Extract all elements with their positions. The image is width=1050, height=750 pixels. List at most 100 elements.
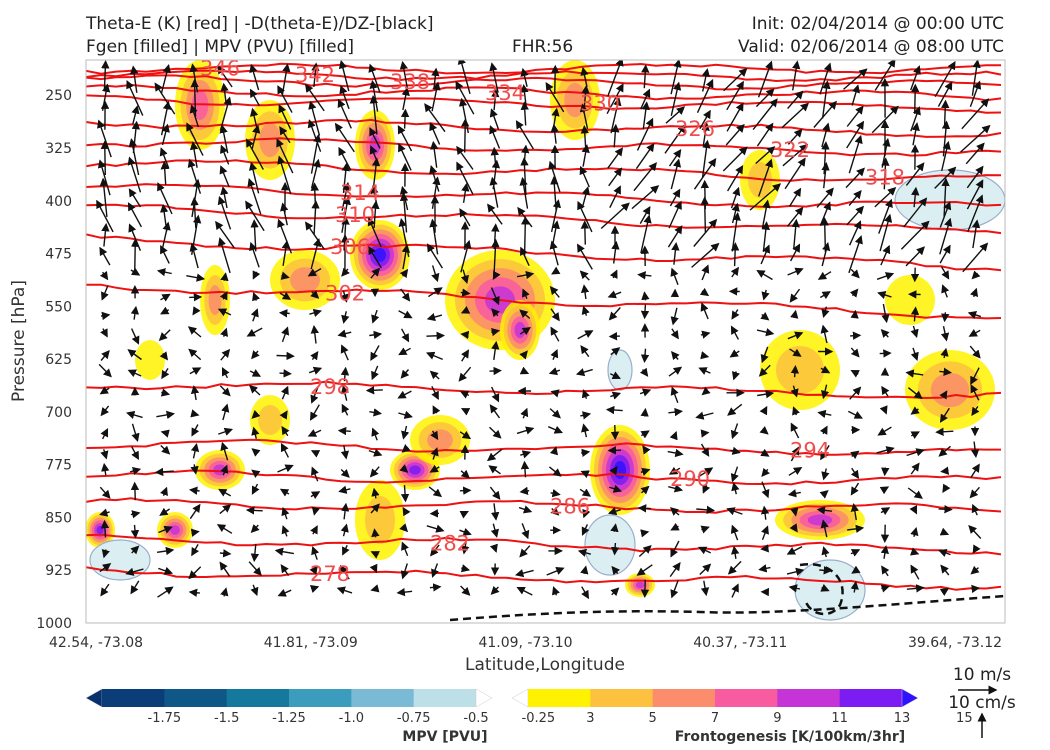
wind-vector (127, 349, 142, 361)
wind-vector (246, 327, 263, 337)
wind-vector (311, 466, 319, 482)
wind-vector (939, 587, 950, 597)
wind-vector (640, 529, 650, 538)
wind-vector (667, 448, 684, 458)
y-tick-label: 700 (45, 405, 72, 421)
wind-vector (126, 410, 143, 419)
forecast-hour: FHR:56 (512, 37, 574, 57)
wind-vector (341, 311, 350, 324)
wind-vector (971, 219, 981, 249)
wind-vector (911, 122, 920, 146)
wind-vector (546, 567, 565, 576)
wind-vector (670, 81, 682, 116)
theta-e-contour (86, 137, 1002, 157)
theta-e-contour-label: 286 (550, 495, 590, 519)
wind-vector (189, 242, 199, 269)
theta-e-contour (86, 566, 1002, 591)
wind-vector (518, 505, 533, 514)
wind-vector (637, 504, 651, 513)
wind-vector (400, 328, 410, 343)
wind-vector (130, 481, 140, 501)
wind-vector (611, 240, 620, 264)
wind-vector (752, 98, 778, 131)
wind-vector (190, 409, 200, 418)
wind-vector (970, 287, 979, 298)
wind-vector (99, 270, 109, 281)
wind-vector (670, 267, 679, 286)
mpv-fill (584, 514, 636, 576)
theta-e-contour (86, 283, 1002, 320)
wind-vector (188, 566, 202, 580)
wind-vector (608, 167, 623, 187)
wind-vector (397, 125, 413, 152)
theta-e-contour-label: 314 (340, 181, 380, 205)
wind-vector (640, 304, 650, 320)
fgen-fill (96, 525, 104, 535)
wind-vector (160, 160, 169, 186)
wind-vector (429, 218, 439, 255)
wind-vector (521, 288, 530, 299)
wind-vector (879, 405, 888, 415)
theta-e-contour (86, 69, 1002, 83)
wind-vector (218, 488, 232, 497)
wind-vector (970, 463, 980, 478)
wind-vector (371, 309, 380, 324)
wind-vector (281, 240, 290, 266)
wind-vector (723, 68, 748, 92)
wind-vector (340, 468, 350, 478)
wind-vector (161, 123, 170, 146)
wind-vector (338, 60, 350, 92)
wind-vector (935, 427, 954, 436)
wind-vector (850, 370, 860, 378)
wind-vector (340, 366, 350, 382)
wind-vector (759, 405, 768, 416)
wind-vector (276, 351, 295, 361)
wind-vector (369, 563, 378, 574)
wind-vector (722, 146, 748, 172)
wind-vector (579, 165, 590, 188)
wind-vector (730, 446, 741, 455)
wind-vector (821, 546, 830, 558)
wind-vector (101, 285, 109, 301)
wind-vector (367, 245, 382, 269)
wind-vector (792, 406, 800, 416)
wind-vector (341, 403, 350, 416)
wind-vector (157, 586, 174, 598)
vector-key-label-vertical: 10 cm/s (948, 693, 1016, 713)
wind-vector (758, 364, 771, 377)
wind-vector (813, 100, 838, 128)
wind-vector (371, 365, 379, 381)
wind-vector (971, 406, 980, 417)
wind-vector (280, 202, 289, 226)
wind-vector (668, 407, 683, 417)
wind-vector (520, 157, 529, 196)
wind-vector (789, 243, 801, 262)
wind-vector (369, 127, 381, 149)
wind-vector (519, 545, 531, 558)
colorbar-tick-label: 9 (773, 711, 781, 726)
wind-vector (401, 541, 409, 556)
wind-vector (426, 243, 443, 269)
wind-vector (458, 366, 472, 382)
wind-vector (156, 268, 172, 277)
colorbar-tick-label: -1.5 (214, 711, 239, 726)
theta-e-contour (86, 94, 1002, 114)
wind-vector (96, 199, 114, 233)
wind-vector (850, 331, 862, 340)
colorbar-tick-label: 13 (894, 711, 911, 726)
wind-vector (609, 185, 621, 209)
wind-vector (608, 307, 621, 321)
wind-vector (340, 445, 350, 460)
wind-vector (970, 441, 980, 458)
fgen-colorbar-title: Frontogenesis [K/100km/3hr] (675, 729, 905, 745)
wind-vector (399, 523, 409, 533)
wind-vector (755, 88, 775, 108)
wind-vector (640, 485, 650, 495)
wind-vector (487, 448, 503, 462)
wind-vector (516, 270, 535, 280)
wind-vector (489, 176, 499, 208)
x-axis-title: Latitude,Longitude (465, 655, 625, 675)
colorbar-swatch (351, 689, 415, 707)
theta-e-contour-label: 326 (675, 117, 715, 141)
wind-vector (246, 138, 264, 170)
